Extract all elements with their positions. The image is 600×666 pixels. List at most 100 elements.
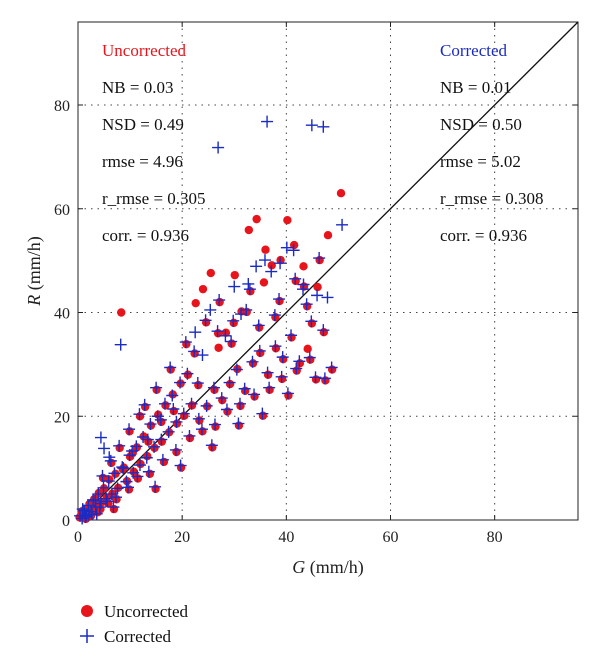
data-point-corrected	[211, 325, 224, 338]
annotation-left-line: corr. = 0.936	[102, 226, 189, 245]
annotation-left-line: NB = 0.03	[102, 78, 173, 97]
data-point-corrected	[287, 244, 300, 257]
data-point-corrected	[97, 481, 110, 494]
data-point-corrected	[102, 475, 115, 488]
data-point-corrected	[82, 508, 95, 521]
data-point-corrected	[123, 423, 136, 436]
data-point-corrected	[317, 120, 330, 133]
data-point-corrected	[289, 272, 302, 285]
data-point-corrected	[108, 467, 121, 480]
data-point-corrected	[177, 407, 190, 420]
data-point-corrected	[192, 412, 205, 425]
data-point-corrected	[232, 417, 245, 430]
data-point-corrected	[240, 303, 253, 316]
data-point-corrected	[227, 314, 240, 327]
data-point-uncorrected	[336, 188, 346, 198]
annotation-right-line: NSD = 0.50	[440, 115, 522, 134]
legend-label-corrected: Corrected	[104, 627, 172, 646]
x-tick-label: 0	[74, 529, 82, 546]
data-point-corrected	[228, 280, 241, 293]
data-point-corrected	[120, 475, 133, 488]
annotation-right-line: corr. = 0.936	[440, 226, 527, 245]
data-point-corrected	[103, 451, 116, 464]
data-point-corrected	[110, 491, 123, 504]
data-point-corrected	[114, 338, 127, 351]
data-point-corrected	[248, 388, 261, 401]
data-point-corrected	[141, 433, 154, 446]
data-point-corrected	[126, 445, 139, 458]
data-point-corrected	[196, 349, 209, 362]
data-point-uncorrected	[159, 457, 169, 467]
data-point-corrected	[305, 119, 318, 132]
data-point-corrected	[297, 278, 310, 291]
data-point-corrected	[252, 319, 265, 332]
y-tick-label: 0	[62, 513, 70, 530]
data-point-corrected	[94, 431, 107, 444]
data-point-corrected	[285, 329, 298, 342]
x-tick-label: 80	[487, 529, 503, 546]
data-point-corrected	[166, 389, 179, 402]
data-point-uncorrected	[283, 215, 292, 225]
annotation-left-line: rmse = 4.96	[102, 152, 183, 171]
data-point-corrected	[303, 351, 316, 364]
data-point-uncorrected	[252, 214, 261, 224]
data-point-corrected	[300, 298, 313, 311]
data-point-corrected	[246, 355, 259, 368]
data-point-corrected	[149, 480, 162, 493]
annotation-right-line: r_rmse = 0.308	[440, 189, 544, 208]
data-point-corrected	[148, 440, 161, 453]
data-point-corrected	[189, 326, 202, 339]
data-point-uncorrected	[259, 278, 269, 287]
data-point-uncorrected	[303, 344, 312, 354]
data-point-corrected	[219, 329, 232, 342]
data-point-corrected	[318, 372, 331, 385]
annotation-left-line: NSD = 0.49	[102, 115, 184, 134]
data-point-corrected	[280, 241, 293, 254]
data-point-corrected	[131, 470, 144, 483]
data-point-uncorrected	[117, 308, 126, 317]
data-point-corrected	[321, 291, 334, 304]
data-point-corrected	[155, 433, 168, 446]
data-point-corrected	[156, 453, 169, 466]
data-point-corrected	[89, 494, 102, 507]
annotation-left-line: r_rmse = 0.305	[102, 189, 206, 208]
data-point-corrected	[309, 371, 322, 384]
data-point-corrected	[133, 459, 146, 472]
legend-marker-corrected	[80, 629, 94, 643]
data-point-corrected	[140, 451, 153, 464]
data-point-corrected	[256, 407, 269, 420]
y-tick-label: 20	[54, 409, 70, 426]
data-point-corrected	[87, 493, 100, 506]
data-point-corrected	[195, 423, 208, 436]
data-point-corrected	[169, 443, 182, 456]
data-point-corrected	[313, 252, 326, 265]
data-point-corrected	[263, 381, 276, 394]
data-point-corrected	[181, 367, 194, 380]
data-point-uncorrected	[244, 225, 254, 235]
data-point-uncorrected	[267, 261, 276, 270]
data-point-corrected	[142, 465, 155, 478]
data-point-corrected	[276, 351, 289, 364]
data-point-uncorrected	[214, 343, 223, 352]
legend-marker-uncorrected	[81, 605, 93, 617]
data-point-uncorrected	[230, 270, 239, 280]
y-tick-label: 60	[54, 202, 70, 219]
data-point-corrected	[238, 382, 251, 395]
annotation-left-title: Uncorrected	[102, 41, 187, 60]
data-point-corrected	[170, 415, 183, 428]
data-point-corrected	[258, 254, 271, 267]
data-point-corrected	[185, 397, 198, 410]
data-point-corrected	[174, 376, 187, 389]
data-point-corrected	[191, 377, 204, 390]
data-point-corrected	[96, 469, 109, 482]
data-point-corrected	[188, 345, 201, 358]
data-point-uncorrected	[206, 268, 216, 278]
data-point-corrected	[336, 218, 349, 231]
data-point-corrected	[220, 403, 233, 416]
data-point-corrected	[200, 399, 213, 412]
x-tick-label: 60	[383, 529, 399, 546]
data-point-corrected	[317, 324, 330, 337]
data-point-corrected	[116, 461, 129, 474]
data-point-corrected	[162, 425, 175, 438]
x-axis-label: G (mm/h)	[292, 557, 364, 578]
